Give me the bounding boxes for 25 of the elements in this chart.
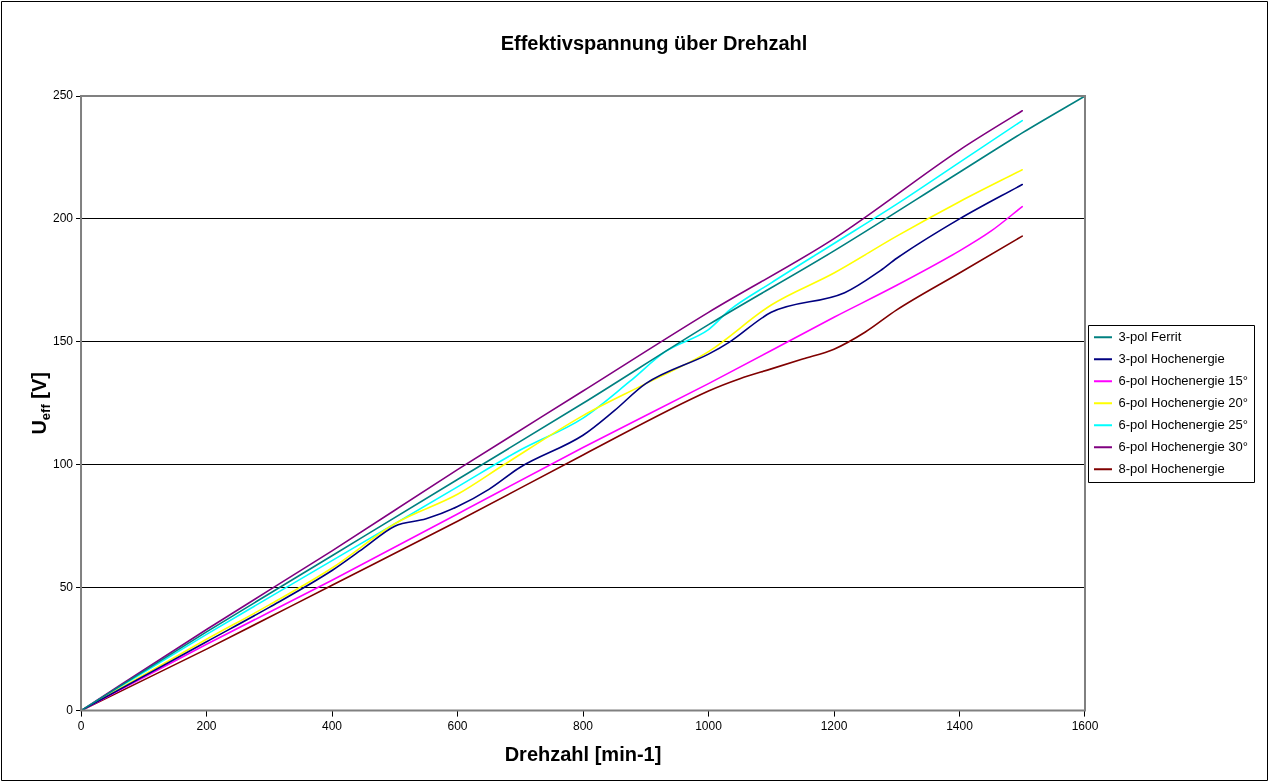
y-tick-label: 250: [52, 88, 74, 103]
x-tick-label: 800: [572, 719, 594, 734]
y-tick-label: 100: [52, 457, 74, 472]
x-tick-label: 1200: [820, 719, 848, 734]
y-tick-label: 50: [59, 579, 74, 594]
x-tick-label: 0: [77, 719, 85, 734]
x-tick-label: 400: [322, 719, 343, 734]
y-tick-label: 150: [52, 334, 74, 349]
y-tick-label: 200: [52, 211, 74, 226]
x-axis-title: Drehzahl [min-1]: [504, 742, 662, 765]
legend-label: 3-pol Hochenergie: [1118, 350, 1225, 366]
x-tick-label: 1600: [1071, 719, 1099, 734]
y-axis-title: Ueff [V]: [27, 372, 53, 435]
legend-label: 6-pol Hochenergie 15°: [1118, 372, 1249, 388]
x-tick-label: 1000: [695, 719, 723, 734]
legend-label: 6-pol Hochenergie 25°: [1118, 416, 1249, 432]
legend-label: 8-pol Hochenergie: [1118, 460, 1225, 476]
legend-label: 3-pol Ferrit: [1118, 328, 1182, 344]
x-tick-label: 1400: [946, 719, 974, 734]
x-tick-label: 600: [447, 719, 468, 734]
chart-title: Effektivspannung über Drehzahl: [500, 31, 808, 54]
y-tick-label: 0: [66, 702, 74, 717]
x-tick-label: 200: [196, 719, 217, 734]
legend-label: 6-pol Hochenergie 30°: [1118, 438, 1249, 454]
legend-label: 6-pol Hochenergie 20°: [1118, 394, 1249, 410]
